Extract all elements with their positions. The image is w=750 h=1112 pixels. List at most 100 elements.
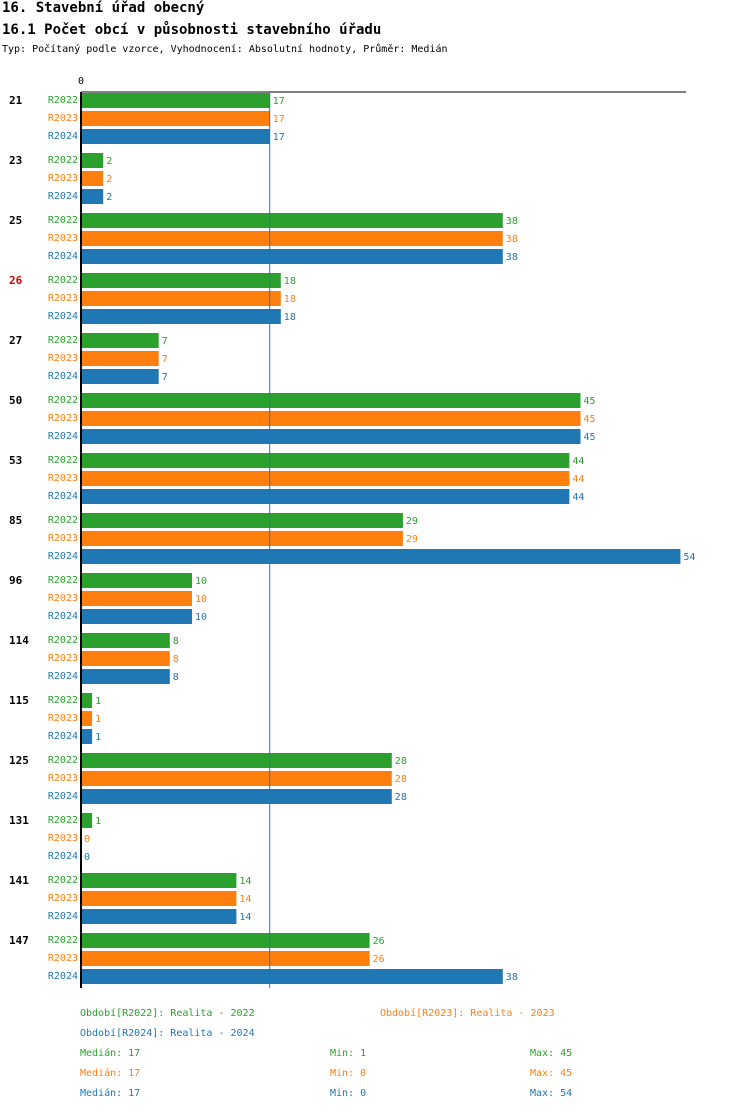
chart-type-line: Typ: Počítaný podle vzorce, Vyhodnocení:… [2,44,448,55]
series-label: R2023 [48,353,78,364]
bar [81,129,270,144]
stat-max-r2022: Max: 45 [530,1048,573,1059]
bar [81,693,93,708]
stat-median-r2022: Medián: 17 [80,1048,141,1059]
series-label: R2023 [48,413,78,424]
category-label: 23 [9,154,22,167]
value-label: 2 [106,192,112,203]
stat-min-r2023: Min: 0 [330,1068,367,1079]
value-label: 10 [195,612,207,623]
category-label: 25 [9,214,22,227]
value-label: 38 [506,216,518,227]
value-label: 28 [395,792,407,803]
value-label: 10 [195,594,207,605]
series-label: R2022 [48,335,78,346]
stat-median-r2023: Medián: 17 [80,1068,141,1079]
chart-title: 16.1 Počet obcí v působnosti stavebního … [2,22,382,38]
value-label: 10 [195,576,207,587]
value-label: 54 [683,552,695,563]
category-label: 26 [9,274,23,287]
value-label: 18 [284,276,296,287]
legend-r2023: Období[R2023]: Realita - 2023 [380,1008,555,1019]
value-label: 18 [284,312,296,323]
bar [81,531,403,546]
series-label: R2022 [48,695,78,706]
value-label: 29 [406,516,418,527]
bar [81,711,93,726]
bar [81,171,104,186]
value-label: 18 [284,294,296,305]
series-label: R2023 [48,233,78,244]
bar [81,393,581,408]
category-label: 147 [9,934,29,947]
series-label: R2024 [48,911,78,922]
series-label: R2024 [48,551,78,562]
value-label: 2 [106,156,112,167]
bar [81,273,281,288]
category-label: 85 [9,514,22,527]
value-label: 17 [273,114,285,125]
bar [81,153,104,168]
series-label: R2022 [48,95,78,106]
series-label: R2024 [48,611,78,622]
value-label: 29 [406,534,418,545]
value-label: 28 [395,756,407,767]
series-label: R2022 [48,215,78,226]
category-label: 114 [9,634,29,647]
bar [81,351,159,366]
value-label: 7 [162,354,168,365]
value-label: 7 [162,372,168,383]
series-label: R2023 [48,533,78,544]
bar [81,549,681,564]
value-label: 1 [95,816,101,827]
series-label: R2022 [48,515,78,526]
series-label: R2024 [48,131,78,142]
value-label: 44 [572,492,584,503]
bar [81,471,570,486]
value-label: 17 [273,132,285,143]
series-label: R2024 [48,731,78,742]
series-label: R2023 [48,713,78,724]
bar [81,873,237,888]
category-label: 131 [9,814,29,827]
series-label: R2022 [48,575,78,586]
bar [81,789,392,804]
bar [81,249,503,264]
category-label: 115 [9,694,29,707]
value-label: 1 [95,714,101,725]
bar [81,669,170,684]
x-tick-label: 0 [78,76,84,87]
stat-max-r2024: Max: 54 [530,1088,573,1099]
value-label: 0 [84,834,90,845]
value-label: 14 [239,912,251,923]
bar [81,513,403,528]
series-label: R2023 [48,293,78,304]
series-label: R2024 [48,191,78,202]
value-label: 38 [506,252,518,263]
legend-r2024: Období[R2024]: Realita - 2024 [80,1028,255,1039]
series-label: R2022 [48,395,78,406]
value-label: 45 [584,432,596,443]
bar [81,333,159,348]
series-label: R2022 [48,755,78,766]
value-label: 2 [106,174,112,185]
value-label: 26 [373,936,385,947]
stat-median-r2024: Medián: 17 [80,1088,141,1099]
value-label: 8 [173,654,179,665]
bar [81,951,370,966]
series-label: R2023 [48,113,78,124]
series-label: R2024 [48,251,78,262]
series-label: R2024 [48,311,78,322]
value-label: 44 [572,474,584,485]
stat-min-r2024: Min: 0 [330,1088,367,1099]
value-label: 1 [95,732,101,743]
bar [81,633,170,648]
series-label: R2023 [48,173,78,184]
value-label: 38 [506,234,518,245]
series-label: R2024 [48,491,78,502]
bar [81,969,503,984]
bar [81,429,581,444]
bar [81,453,570,468]
series-label: R2022 [48,875,78,886]
